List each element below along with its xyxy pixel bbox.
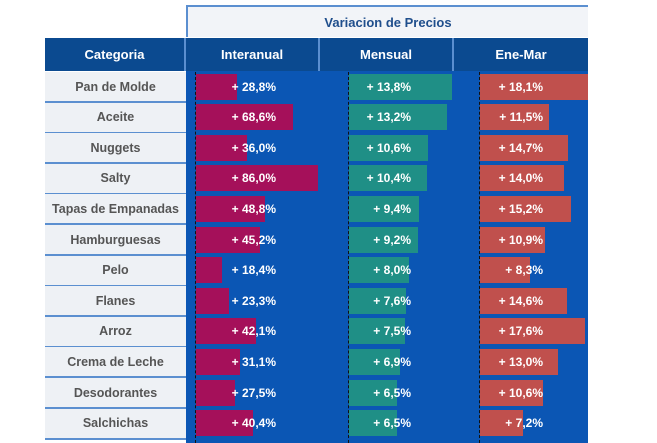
bar-mensual bbox=[349, 318, 405, 345]
data-label: + 15,2% bbox=[498, 201, 543, 216]
category-label: Crema de Leche bbox=[45, 347, 186, 379]
data-label: + 14,6% bbox=[498, 293, 543, 308]
bar-interanual bbox=[196, 348, 241, 375]
data-label: + 13,8% bbox=[366, 79, 411, 94]
bar-mensual bbox=[349, 73, 452, 100]
data-label: + 13,2% bbox=[366, 110, 411, 125]
baseline-2 bbox=[479, 72, 480, 443]
bar-interanual bbox=[196, 165, 319, 192]
bar-mensual bbox=[349, 257, 409, 284]
data-label: + 42,1% bbox=[231, 324, 276, 339]
data-label: + 10,6% bbox=[366, 140, 411, 155]
data-label: + 14,7% bbox=[498, 140, 543, 155]
header-categoria: Categoria bbox=[45, 38, 186, 71]
data-label: + 27,5% bbox=[231, 385, 276, 400]
data-label: + 18,4% bbox=[231, 263, 276, 278]
bar-interanual bbox=[196, 73, 237, 100]
bar-ene-mar bbox=[480, 348, 558, 375]
data-label: + 45,2% bbox=[231, 232, 276, 247]
category-label: Tapas de Empanadas bbox=[45, 194, 186, 226]
baseline-0 bbox=[195, 72, 196, 443]
bar-mensual bbox=[349, 348, 401, 375]
data-label: + 10,6% bbox=[498, 385, 543, 400]
data-label: + 10,9% bbox=[498, 232, 543, 247]
bar-ene-mar bbox=[480, 410, 523, 437]
bar-interanual bbox=[196, 226, 261, 253]
data-label: + 6,9% bbox=[373, 354, 411, 369]
category-label: Nuggets bbox=[45, 133, 186, 165]
data-label: + 9,2% bbox=[373, 232, 411, 247]
data-label: + 7,5% bbox=[373, 324, 411, 339]
data-label: + 11,5% bbox=[499, 110, 543, 125]
category-label: Aceite bbox=[45, 102, 186, 134]
bar-interanual bbox=[196, 134, 248, 161]
category-label: Salchichas bbox=[45, 408, 186, 440]
category-label: Desodorantes bbox=[45, 378, 186, 409]
data-label: + 68,6% bbox=[231, 110, 276, 125]
data-label: + 6,5% bbox=[373, 385, 411, 400]
bar-interanual bbox=[196, 257, 223, 284]
bar-interanual bbox=[196, 379, 236, 406]
data-label: + 36,0% bbox=[231, 140, 276, 155]
baseline-1 bbox=[348, 72, 349, 443]
bar-ene-mar bbox=[480, 104, 549, 131]
bar-interanual bbox=[196, 410, 254, 437]
category-label: Hamburguesas bbox=[45, 225, 186, 256]
bar-mensual bbox=[349, 195, 420, 222]
bar-ene-mar bbox=[480, 318, 586, 345]
bar-mensual bbox=[349, 287, 406, 314]
bar-mensual bbox=[349, 165, 427, 192]
data-label: + 14,0% bbox=[498, 171, 543, 186]
header-ene-mar: Ene-Mar bbox=[454, 38, 588, 71]
data-label: + 10,4% bbox=[366, 171, 411, 186]
data-label: + 6,5% bbox=[373, 416, 411, 431]
bar-ene-mar bbox=[480, 73, 589, 100]
category-label: Arroz bbox=[45, 316, 186, 348]
bar-interanual bbox=[196, 287, 230, 314]
category-label: Pan de Molde bbox=[45, 72, 186, 103]
category-label: Salty bbox=[45, 163, 186, 195]
bar-ene-mar bbox=[480, 134, 568, 161]
category-label: Pelo bbox=[45, 255, 186, 287]
bar-mensual bbox=[349, 104, 448, 131]
bar-mensual bbox=[349, 134, 429, 161]
data-label: + 8,0% bbox=[373, 263, 411, 278]
data-label: + 86,0% bbox=[231, 171, 276, 186]
data-label: + 28,8% bbox=[231, 79, 276, 94]
bar-ene-mar bbox=[480, 195, 571, 222]
bar-mensual bbox=[349, 379, 398, 406]
bar-interanual bbox=[196, 318, 256, 345]
bar-mensual bbox=[349, 226, 418, 253]
category-label: Flanes bbox=[45, 286, 186, 318]
bar-ene-mar bbox=[480, 165, 564, 192]
bar-ene-mar bbox=[480, 287, 568, 314]
data-label: + 9,4% bbox=[373, 201, 411, 216]
header-interanual: Interanual bbox=[186, 38, 320, 71]
data-label: + 48,8% bbox=[231, 201, 276, 216]
bar-ene-mar bbox=[480, 226, 546, 253]
data-label: + 40,4% bbox=[231, 416, 276, 431]
data-label: + 7,2% bbox=[505, 416, 543, 431]
data-label: + 17,6% bbox=[498, 324, 543, 339]
bar-interanual bbox=[196, 104, 294, 131]
data-label: + 8,3% bbox=[505, 263, 543, 278]
bar-mensual bbox=[349, 410, 398, 437]
data-label: + 13,0% bbox=[498, 354, 543, 369]
chart-title: Variacion de Precios bbox=[186, 5, 588, 37]
bar-ene-mar bbox=[480, 257, 530, 284]
data-label: + 7,6% bbox=[373, 293, 411, 308]
data-label: + 18,1% bbox=[498, 79, 543, 94]
bar-interanual bbox=[196, 195, 266, 222]
header-mensual: Mensual bbox=[320, 38, 454, 71]
data-label: + 31,1% bbox=[231, 354, 276, 369]
bar-ene-mar bbox=[480, 379, 544, 406]
data-label: + 23,3% bbox=[231, 293, 276, 308]
